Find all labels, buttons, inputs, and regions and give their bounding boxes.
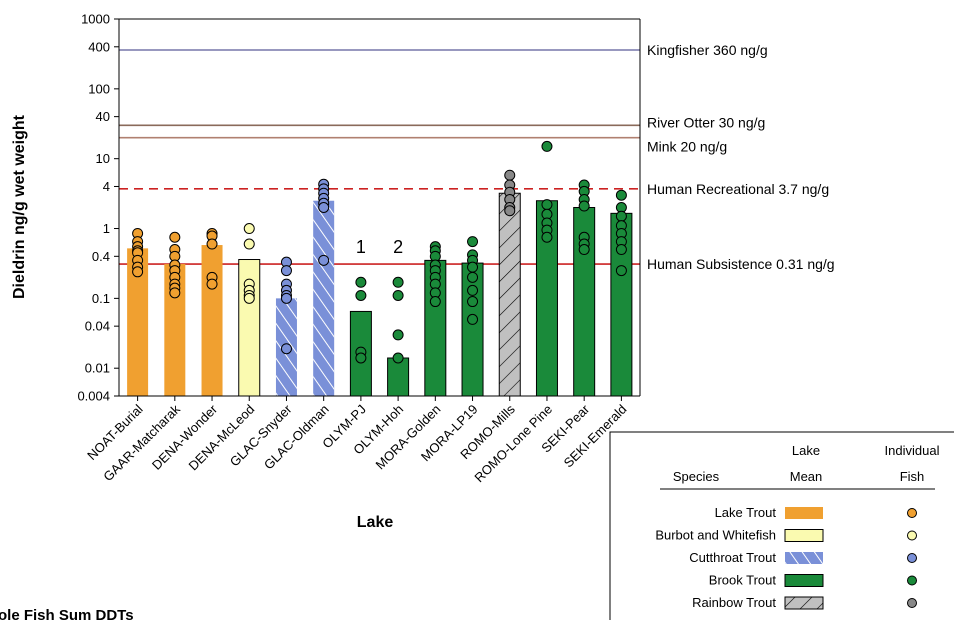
bar: [387, 357, 410, 397]
legend-fish-header: Fish: [900, 469, 925, 484]
fish-point: [392, 352, 404, 364]
fish-point: [243, 238, 255, 250]
legend-fish-swatch: [907, 508, 917, 518]
bar-hatch: [313, 200, 335, 396]
y-tick-label: 100: [88, 81, 110, 96]
fish-point: [467, 284, 479, 296]
y-tick-label: 0.004: [77, 389, 110, 404]
bar: [164, 264, 186, 396]
bar: [127, 248, 149, 396]
legend-species-header: Species: [673, 469, 720, 484]
legend-mean-header: Mean: [790, 469, 823, 484]
y-tick-label: 10: [96, 151, 110, 166]
fish-point: [392, 276, 404, 288]
fish-point: [467, 261, 479, 273]
bar: [461, 262, 484, 397]
fish-point: [318, 254, 330, 266]
x-tick-label: DENA-Wonder: [149, 401, 221, 473]
y-tick-label: 1: [103, 221, 110, 236]
fish-point: [467, 271, 479, 283]
fish-point: [578, 200, 590, 212]
footnote-marker: 2: [393, 237, 403, 257]
threshold-lines: Kingfisher 360 ng/g River Otter 30 ng/g Mi…: [119, 42, 835, 272]
x-axis-title: Lake: [357, 514, 394, 531]
fish-point: [615, 244, 627, 256]
x-tick-label: MORA-Golden: [373, 402, 444, 473]
legend-mean-header: Lake: [792, 443, 820, 458]
legend-fish-swatch: [907, 553, 917, 563]
cutoff-section-title: ole Fish Sum DDTs: [0, 607, 134, 620]
legend-species-name: Cutthroat Trout: [689, 550, 776, 565]
y-tick-label: 0.04: [85, 319, 110, 334]
footnote-marker: 1: [356, 237, 366, 257]
fish-point: [504, 205, 516, 217]
fish-point: [467, 313, 479, 325]
fish-point: [541, 199, 553, 211]
x-tick-label: GLAC-Oldman: [261, 402, 332, 473]
y-axis-title: Dieldrin ng/g wet weight: [11, 114, 28, 299]
fish-point: [280, 292, 292, 304]
threshold-label: Mink 20 ng/g: [647, 139, 727, 155]
fish-point: [318, 202, 330, 213]
fish-point: [355, 289, 367, 301]
fish-point: [578, 244, 590, 256]
legend-species-name: Lake Trout: [715, 505, 777, 520]
fish-point: [392, 289, 404, 301]
fish-point: [280, 265, 292, 277]
y-tick-label: 0.01: [85, 361, 110, 376]
fish-point: [169, 287, 181, 299]
fish-point: [243, 292, 255, 304]
y-tick-label: 0.4: [92, 249, 110, 264]
legend-mean-hatch: [785, 552, 823, 564]
y-tick-label: 0.1: [92, 291, 110, 306]
legend-mean-swatch: [785, 507, 823, 519]
fish-point: [615, 265, 627, 277]
fish-point: [615, 210, 627, 222]
fish-point: [132, 266, 144, 278]
fish-point: [206, 238, 218, 250]
fish-point: [169, 231, 181, 243]
threshold-label: Human Subsistence 0.31 ng/g: [647, 256, 835, 272]
bar: [201, 245, 223, 396]
fish-point: [206, 278, 218, 290]
threshold-label: Human Recreational 3.7 ng/g: [647, 181, 829, 197]
y-tick-label: 40: [96, 109, 110, 124]
fish-point: [467, 236, 479, 248]
legend-species-name: Brook Trout: [709, 573, 777, 588]
fish-point: [541, 231, 553, 243]
legend-mean-hatch: [785, 597, 823, 609]
fish-point: [541, 140, 553, 152]
y-tick-label: 400: [88, 39, 110, 54]
fish-point: [355, 276, 367, 288]
fish-point: [243, 223, 255, 235]
y-tick-label: 1000: [81, 12, 110, 27]
individual-fish-points: [132, 140, 627, 364]
legend-fish-swatch: [907, 598, 917, 608]
x-tick-label: DENA-McLeod: [185, 402, 257, 474]
legend-mean-swatch: [784, 529, 824, 542]
fish-point: [504, 169, 516, 181]
threshold-label: Kingfisher 360 ng/g: [647, 42, 768, 58]
legend-box: [609, 431, 954, 620]
fish-point: [615, 189, 627, 201]
lake-mean-bars: [127, 192, 633, 397]
threshold-label: River Otter 30 ng/g: [647, 114, 765, 130]
fish-point: [429, 296, 441, 308]
y-tick-label: 4: [103, 179, 110, 194]
fish-point: [392, 329, 404, 341]
legend-mean-swatch: [784, 574, 824, 587]
legend-species-name: Burbot and Whitefish: [655, 528, 776, 543]
fish-point: [280, 343, 292, 355]
legend: Lake Mean Individual Fish Species Lake Trout B…: [609, 431, 954, 620]
legend-fish-header: Individual: [885, 443, 940, 458]
legend-fish-swatch: [907, 530, 917, 541]
fish-point: [355, 352, 367, 364]
bar-hatch: [499, 193, 521, 396]
legend-fish-swatch: [907, 575, 917, 586]
fish-point: [467, 296, 479, 308]
legend-species-name: Rainbow Trout: [692, 595, 776, 610]
